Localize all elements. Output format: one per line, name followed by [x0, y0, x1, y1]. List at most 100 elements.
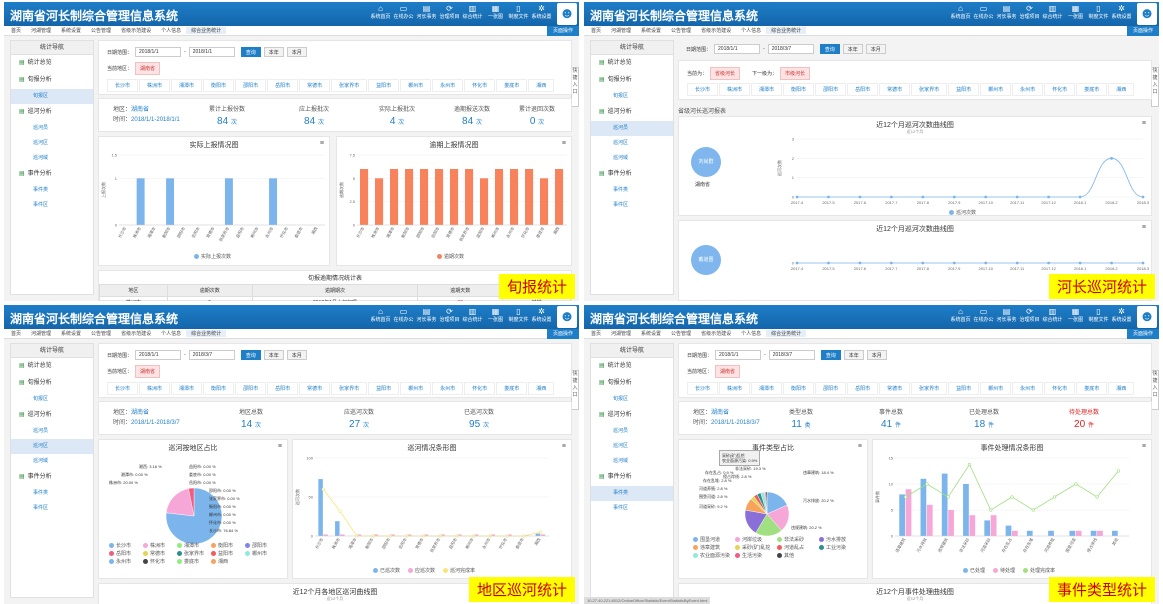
city-button[interactable]: 郴州市 — [400, 382, 432, 395]
sidebar-group-2[interactable]: ▤ 巡河分析 — [591, 104, 673, 121]
sidebar-item[interactable]: 旬报区 — [613, 93, 629, 99]
city-button[interactable]: 郴州市 — [980, 83, 1012, 96]
nav-item-7[interactable]: ✲ 系统设置 — [1110, 4, 1133, 24]
legend-item[interactable]: 张家界市 — [177, 550, 211, 557]
sidebar-group-0[interactable]: ▤ 统计总览 — [591, 358, 673, 375]
quick-entry-button[interactable]: 快捷入口 — [1151, 67, 1159, 107]
user-avatar-icon[interactable]: ☻ — [1137, 3, 1157, 25]
chart-legend[interactable]: 逾期次数 — [437, 253, 464, 260]
start-date-input[interactable]: 2018/1/1 — [135, 350, 182, 360]
city-button[interactable]: 湘西 — [528, 79, 555, 92]
nav-item-6[interactable]: ▯ 制度文件 — [507, 307, 530, 327]
sidebar-item[interactable]: 旬报区 — [33, 396, 49, 402]
tab-notice[interactable]: 公告管理 — [91, 28, 112, 34]
city-button[interactable]: 常德市 — [879, 83, 911, 96]
nav-item-4[interactable]: ▥ 综合统计 — [1041, 4, 1064, 24]
city-button[interactable]: 长沙市 — [687, 83, 719, 96]
city-button[interactable]: 衡阳市 — [203, 382, 235, 395]
tab-active[interactable]: 综合业务统计 — [186, 330, 227, 337]
tab-sys[interactable]: 系统设置 — [61, 331, 82, 337]
city-button[interactable]: 湘潭市 — [751, 83, 783, 96]
nav-item-1[interactable]: ▭ 在线办公 — [392, 4, 415, 24]
legend-item[interactable]: 非法采砂 — [777, 536, 819, 543]
city-button[interactable]: 娄底市 — [1076, 382, 1108, 395]
leader-avatar[interactable]: 戴道晋 — [691, 245, 721, 275]
user-avatar-icon[interactable]: ☻ — [1137, 306, 1157, 328]
legend-item[interactable]: 湘潭市 — [177, 542, 211, 549]
city-button[interactable]: 永州市 — [1012, 382, 1044, 395]
sidebar-item[interactable]: 巡河员 — [591, 121, 673, 136]
city-button[interactable]: 怀化市 — [464, 382, 496, 395]
tab-assess[interactable]: 省级示范建设 — [701, 331, 732, 337]
sidebar-group-0[interactable]: ▤ 统计总览 — [11, 55, 93, 72]
this-year-button[interactable]: 本年 — [843, 350, 864, 360]
city-button[interactable]: 长沙市 — [107, 79, 139, 92]
city-button[interactable]: 益阳市 — [948, 382, 980, 395]
end-date-input[interactable]: 2018/3/7 — [767, 44, 814, 54]
sidebar-item[interactable]: 巡河域 — [33, 458, 49, 464]
quick-entry-button[interactable]: 快捷入口 — [571, 67, 579, 107]
nav-item-2[interactable]: ▤ 河长事务 — [415, 307, 438, 327]
page-ops-button[interactable]: 页面操作 — [546, 329, 579, 339]
tab-assess[interactable]: 省级示范建设 — [121, 28, 152, 34]
legend-item[interactable]: 常德市 — [143, 550, 177, 557]
city-button[interactable]: 衡阳市 — [783, 382, 815, 395]
sidebar-item[interactable]: 事件区 — [33, 202, 49, 208]
legend-item[interactable]: 已巡次数 — [373, 567, 400, 574]
nav-item-0[interactable]: ⌂ 系统首页 — [369, 4, 392, 24]
city-button[interactable]: 益阳市 — [368, 79, 400, 92]
sidebar-group-3[interactable]: ▤ 事件分析 — [591, 469, 673, 486]
user-avatar-icon[interactable]: ☻ — [557, 3, 577, 25]
sidebar-item[interactable]: 事件类 — [591, 486, 673, 501]
tab-sys[interactable]: 系统设置 — [641, 28, 662, 34]
city-button[interactable]: 岳阳市 — [847, 83, 879, 96]
legend-item[interactable]: 违章建筑 — [693, 544, 735, 551]
legend-item[interactable]: 待处理 — [993, 567, 1015, 574]
tab-home[interactable]: 首页 — [11, 331, 22, 337]
sidebar-item[interactable]: 事件类 — [33, 490, 49, 496]
city-button[interactable]: 邵阳市 — [815, 382, 847, 395]
sidebar-group-0[interactable]: ▤ 统计总览 — [591, 55, 673, 72]
city-button[interactable]: 岳阳市 — [267, 79, 299, 92]
nav-item-1[interactable]: ▭ 在线办公 — [392, 307, 415, 327]
sidebar-group-1[interactable]: ▤ 旬报分析 — [11, 375, 93, 392]
city-button[interactable]: 湘西 — [528, 382, 555, 395]
legend-item[interactable]: 娄底市 — [177, 558, 211, 565]
area-chip[interactable]: 湖南省 — [135, 365, 161, 378]
city-button[interactable]: 娄底市 — [1076, 83, 1108, 96]
city-button[interactable]: 怀化市 — [464, 79, 496, 92]
city-button[interactable]: 永州市 — [432, 79, 464, 92]
end-date-input[interactable]: 2018/3/7 — [768, 350, 815, 360]
nav-item-4[interactable]: ▥ 综合统计 — [461, 307, 484, 327]
tab-home[interactable]: 首页 — [591, 28, 602, 34]
tab-notice[interactable]: 公告管理 — [671, 28, 692, 34]
nav-item-3[interactable]: ⟳ 治理项目 — [438, 307, 461, 327]
nav-item-2[interactable]: ▤ 河长事务 — [415, 4, 438, 24]
sidebar-item[interactable]: 事件区 — [613, 202, 629, 208]
city-button[interactable]: 长沙市 — [687, 382, 719, 395]
start-date-input[interactable]: 2018/1/1 — [135, 47, 182, 57]
nav-item-2[interactable]: ▤ 河长事务 — [995, 4, 1018, 24]
legend-item[interactable]: 农业面源污染 — [693, 552, 735, 559]
tab-active[interactable]: 综合业务统计 — [186, 27, 227, 34]
city-button[interactable]: 岳阳市 — [847, 382, 879, 395]
search-button[interactable]: 查询 — [820, 350, 841, 360]
area-chip[interactable]: 湖南省 — [135, 62, 161, 75]
legend-item[interactable]: 处理完成率 — [1023, 567, 1055, 574]
this-year-button[interactable]: 本年 — [263, 350, 284, 360]
tab-person[interactable]: 个人信息 — [741, 28, 762, 34]
tab-assess[interactable]: 省级示范建设 — [121, 331, 152, 337]
search-button[interactable]: 查询 — [240, 47, 261, 57]
next-level-chip[interactable]: 市级河长 — [780, 67, 811, 80]
legend-item[interactable]: 工业污染 — [819, 544, 861, 551]
legend-item[interactable]: 益阳市 — [211, 550, 245, 557]
start-date-input[interactable]: 2018/1/1 — [715, 350, 762, 360]
city-button[interactable]: 邵阳市 — [235, 79, 267, 92]
city-button[interactable]: 衡阳市 — [203, 79, 235, 92]
sidebar-item[interactable]: 巡河域 — [613, 155, 629, 161]
sidebar-item[interactable]: 旬报区 — [11, 89, 93, 104]
legend-item[interactable]: 河岸垃圾 — [735, 536, 777, 543]
quick-entry-button[interactable]: 快捷入口 — [1151, 370, 1159, 410]
city-button[interactable]: 张家界市 — [331, 382, 368, 395]
city-button[interactable]: 长沙市 — [107, 382, 139, 395]
